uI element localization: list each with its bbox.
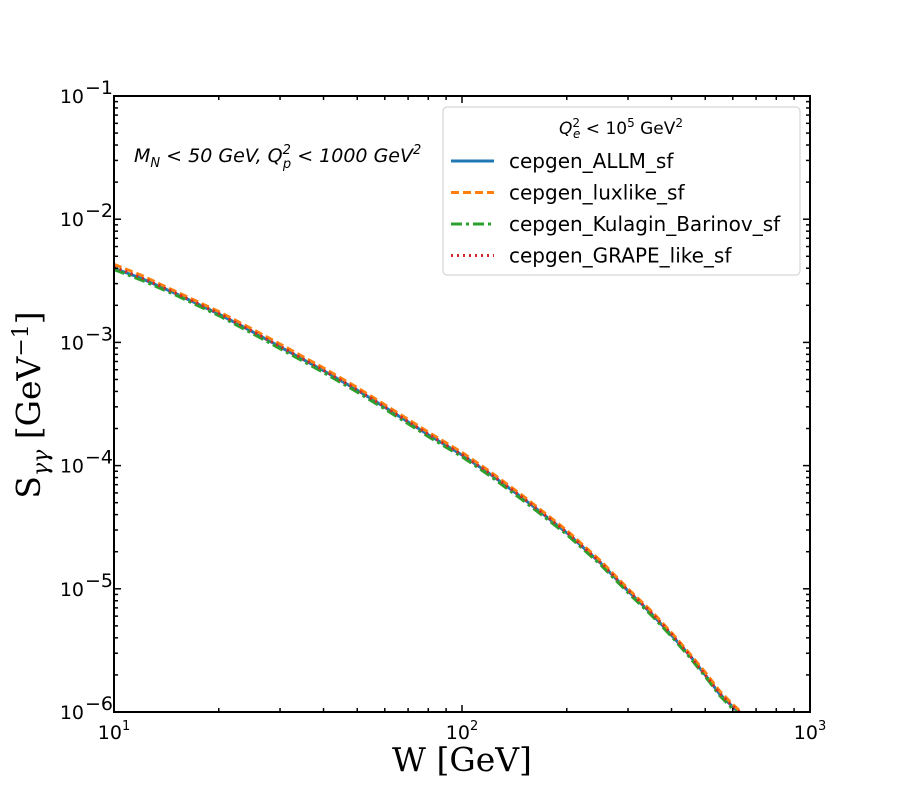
legend-entries: cepgen_ALLM_sf cepgen_luxlike_sf cepgen_Ku… [451,149,781,268]
y-tick-label: 10 [60,579,84,601]
plot-area [113,95,811,713]
y-tick-label: 10 [60,86,84,108]
legend-label-cepgen_GRAPE_like_sf: cepgen_GRAPE_like_sf [509,244,732,268]
x-tick-label: 102 [446,719,478,744]
x-tick-label: 101 [98,719,130,744]
y-axis-title-close: ] [9,311,48,324]
y-tick-label-exponent: −1 [85,77,113,99]
y-tick-label: 10 [60,456,84,478]
y-tick-label: 10 [60,702,84,724]
y-tick-label-exponent: −5 [85,570,113,592]
legend-label-cepgen_Kulagin_Barinov_sf: cepgen_Kulagin_Barinov_sf [509,212,781,236]
y-axis-title-subscript: γγ [29,449,54,476]
legend-title: Q2 e < 105 GeV2 [559,116,683,141]
y-tick-label: 10 [60,209,84,231]
y-axis-title-symbol: S [9,476,48,499]
series-line-cepgen_Kulagin_Barinov_sf [114,268,740,712]
x-tick-labels: 101 102 103 [98,719,826,744]
plot-frame [113,95,811,713]
y-tick-label-exponent: −2 [85,200,113,222]
y-tick-label-exponent: −3 [85,323,113,345]
y-axis-title: Sγγ [GeV−1] [9,311,54,498]
series-line-cepgen_luxlike_sf [114,262,744,712]
series-line-cepgen_GRAPE_like_sf [114,265,743,712]
y-tick-label: 10 [60,332,84,354]
y-tick-label-exponent: −4 [85,447,113,469]
series-layer [114,262,744,712]
y-tick-label-exponent: −6 [85,693,113,715]
series-line-cepgen_ALLM_sf [114,266,742,712]
y-tick-labels: 10−610−510−410−310−210−1 [60,77,113,724]
legend-frame [442,106,801,276]
x-axis-title: W [GeV] [392,740,532,779]
x-tick-label: 103 [794,719,826,744]
y-axis-title-unit: [GeV [9,355,48,449]
legend-label-cepgen_luxlike_sf: cepgen_luxlike_sf [509,181,685,205]
cut-annotation: MN < 50 GeV, Q2 p < 1000 GeV2 [134,143,421,172]
legend: Q2 e < 105 GeV2 cepgen_ALLM_sf cepgen_luxl… [442,106,801,276]
y-axis-title-exponent: −1 [9,324,34,356]
legend-label-cepgen_ALLM_sf: cepgen_ALLM_sf [509,149,674,173]
